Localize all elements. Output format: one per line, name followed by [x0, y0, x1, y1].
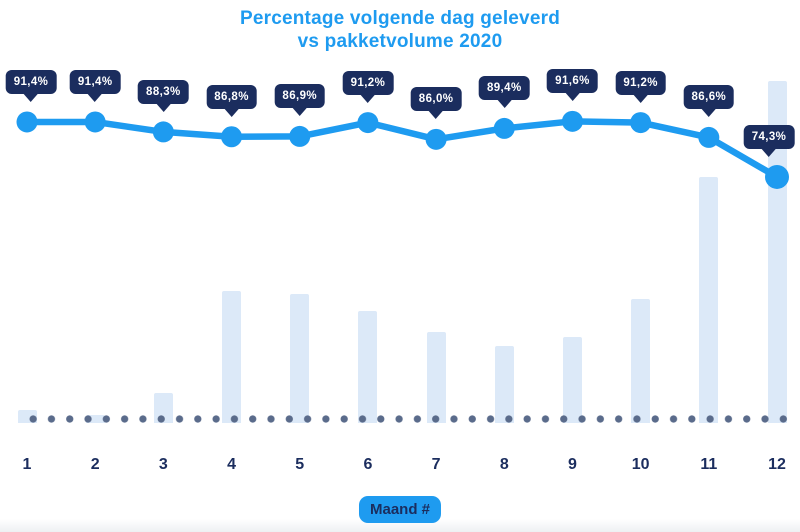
- data-label-month-6: 91,2%: [342, 70, 394, 95]
- line-point-month-12: [765, 164, 789, 189]
- x-axis-title-badge: Maand #: [358, 496, 442, 523]
- chart-title: Percentage volgende dag geleverd vs pakk…: [0, 7, 800, 53]
- x-tick-label-5: 5: [295, 456, 305, 473]
- x-tick-label-9: 9: [568, 456, 577, 473]
- volume-bar-month-9: [562, 337, 582, 423]
- data-label-month-3: 88,3%: [138, 79, 189, 104]
- data-label-month-2: 91,4%: [69, 69, 121, 94]
- line-point-month-4: [221, 126, 243, 148]
- line-point-month-11: [698, 126, 720, 148]
- line-point-month-2: [84, 111, 106, 133]
- x-tick-label-7: 7: [431, 456, 441, 473]
- volume-bar-month-11: [699, 177, 719, 423]
- data-label-month-12: 74,3%: [743, 124, 795, 149]
- line-point-month-3: [152, 121, 174, 143]
- line-point-month-1: [16, 111, 38, 133]
- line-point-month-9: [561, 110, 583, 132]
- volume-bar-month-7: [426, 332, 446, 423]
- volume-bar-month-6: [358, 311, 378, 423]
- volume-bar-month-4: [222, 290, 242, 423]
- x-tick-label-10: 10: [631, 456, 650, 473]
- percentage-line: [23, 118, 781, 181]
- data-label-month-10: 91,2%: [615, 70, 666, 95]
- volume-bar-month-10: [631, 298, 651, 423]
- line-point-month-5: [289, 125, 311, 147]
- data-label-month-8: 89,4%: [478, 76, 530, 101]
- data-label-month-11: 86,6%: [683, 85, 735, 110]
- chart-title-line2: vs pakketvolume 2020: [297, 31, 503, 52]
- line-point-month-6: [357, 112, 379, 134]
- x-tick-label-3: 3: [158, 456, 168, 473]
- data-label-month-1: 91,4%: [5, 69, 57, 94]
- x-tick-label-8: 8: [499, 456, 509, 473]
- chart-title-line1: Percentage volgende dag geleverd: [239, 8, 560, 29]
- volume-bar-month-5: [290, 294, 310, 423]
- x-tick-label-12: 12: [768, 456, 786, 473]
- line-point-month-7: [425, 128, 447, 150]
- data-label-month-4: 86,8%: [206, 84, 257, 109]
- data-label-month-7: 86,0%: [410, 87, 462, 112]
- x-tick-label-11: 11: [700, 456, 718, 473]
- data-label-month-9: 91,6%: [547, 69, 598, 94]
- bottom-edge-strip: [0, 519, 800, 532]
- x-tick-label-4: 4: [227, 456, 236, 473]
- line-point-month-8: [493, 117, 515, 139]
- line-point-month-10: [630, 112, 652, 134]
- volume-bar-month-8: [494, 346, 514, 423]
- x-tick-label-2: 2: [90, 456, 100, 473]
- data-label-month-5: 86,9%: [274, 84, 326, 109]
- x-tick-label-1: 1: [22, 456, 32, 473]
- dotted-baseline: [24, 415, 796, 423]
- x-tick-label-6: 6: [363, 456, 373, 473]
